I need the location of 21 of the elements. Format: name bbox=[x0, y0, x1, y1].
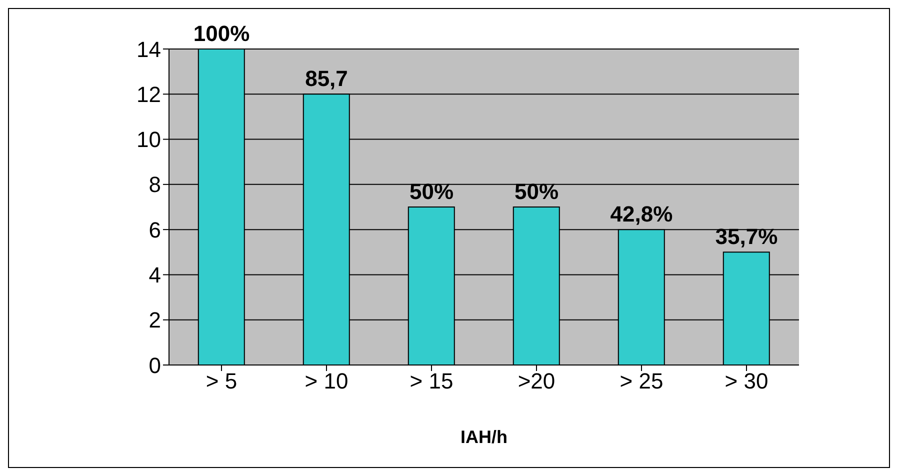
x-tick-label: > 5 bbox=[206, 368, 238, 394]
y-tick-label: 4 bbox=[148, 262, 161, 288]
annotation: 50% bbox=[514, 179, 559, 204]
x-tick-label: > 10 bbox=[304, 368, 348, 394]
x-tick-label: > 25 bbox=[620, 368, 664, 394]
y-tick-label: 8 bbox=[148, 172, 161, 198]
y-tick-label: 2 bbox=[148, 308, 161, 333]
x-tick-label: >20 bbox=[518, 368, 556, 394]
annotation: 50% bbox=[409, 179, 454, 204]
annotation: 42,8% bbox=[610, 202, 673, 227]
y-tick-label: 10 bbox=[136, 127, 161, 152]
annotation: 85,7 bbox=[305, 66, 348, 92]
x-tick-label: > 15 bbox=[410, 368, 454, 394]
x-axis-title: IAH/h bbox=[460, 427, 508, 447]
x-tick-label: > 30 bbox=[724, 368, 768, 394]
y-tick-label: 6 bbox=[148, 217, 161, 242]
annotation: 35,7% bbox=[715, 224, 778, 250]
y-tick-label: 14 bbox=[136, 36, 161, 62]
annotation: 100% bbox=[193, 21, 250, 46]
y-tick-label: 12 bbox=[136, 82, 161, 107]
y-tick-label: 0 bbox=[148, 352, 161, 378]
